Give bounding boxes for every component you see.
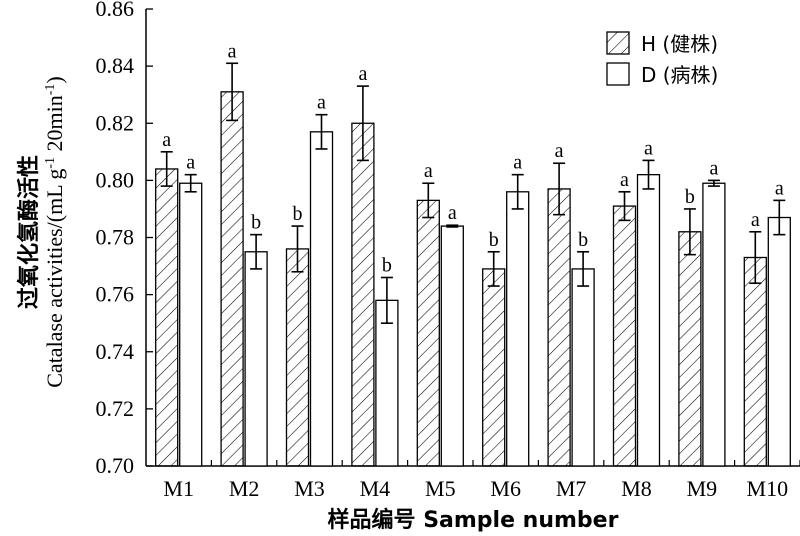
significance-label: a: [448, 202, 457, 224]
bar-d-m7: [571, 268, 595, 467]
significance-label: a: [513, 152, 522, 174]
bar-d-m5: [440, 225, 464, 467]
x-tick-label: M7: [556, 476, 587, 501]
bar-h-m4: [351, 122, 375, 467]
x-tick-label: M2: [229, 476, 260, 501]
bar-h-m5: [416, 199, 440, 467]
bar-d-m9: [702, 182, 726, 467]
x-tick-label: M1: [163, 476, 194, 501]
x-tick-label: M5: [425, 476, 456, 501]
y-tick-label: 0.82: [96, 110, 135, 135]
significance-label: a: [228, 40, 237, 62]
y-tick-label: 0.86: [96, 0, 135, 21]
bar-h-m2: [220, 91, 244, 467]
significance-label: b: [382, 254, 392, 276]
bar-d-m1: [179, 182, 203, 467]
x-tick-label: M8: [621, 476, 652, 501]
significance-label: b: [578, 229, 588, 251]
y-ticks: 0.70 0.72 0.74 0.76 0.78 0.80 0.82 0.84 0.86: [96, 0, 153, 478]
bar-d-m10: [767, 216, 791, 467]
x-tick-label: M4: [360, 476, 391, 501]
y-tick-label: 0.84: [96, 53, 135, 78]
x-ticks: M1 M2 M3 M4 M5 M6 M7 M8 M9 M10: [163, 460, 800, 501]
significance-label: a: [775, 177, 784, 199]
bar-d-m3: [309, 131, 334, 467]
significance-label: a: [186, 152, 195, 174]
significance-label: a: [620, 169, 629, 191]
bar-h-m8: [612, 205, 637, 467]
significance-label: b: [293, 203, 303, 225]
legend-label-h: H (健株): [641, 32, 718, 56]
bar-h-m9: [678, 231, 702, 467]
significance-label: b: [489, 229, 499, 251]
x-tick-label: M6: [490, 476, 521, 501]
y-tick-label: 0.80: [96, 167, 135, 192]
significance-label: a: [709, 157, 718, 179]
legend-swatch-d: [606, 62, 630, 86]
significance-label: a: [644, 137, 653, 159]
bar-h-m7: [547, 188, 571, 467]
x-tick-label: M3: [294, 476, 325, 501]
significance-label: a: [751, 209, 760, 231]
legend-label-d: D (病株): [641, 63, 718, 87]
legend: H (健株) D (病株): [606, 31, 718, 87]
y-axis-title: 过氧化氢酶活性: [16, 155, 42, 309]
bar-d-m6: [506, 191, 530, 467]
y-tick-label: 0.70: [96, 453, 135, 478]
x-axis-title: 样品编号 Sample number: [328, 507, 619, 533]
significance-label: a: [317, 92, 326, 114]
bar-d-m2: [244, 251, 268, 467]
y-tick-label: 0.78: [96, 225, 135, 250]
y-axis-subtitle: Catalase activities/(mL g-1 20min-1): [42, 76, 67, 388]
bar-h-m1: [155, 168, 179, 467]
y-tick-label: 0.72: [96, 396, 135, 421]
significance-label: a: [162, 129, 171, 151]
x-tick-label: M10: [747, 476, 789, 501]
significance-label: a: [358, 63, 367, 85]
bar-h-m10: [743, 256, 767, 467]
y-tick-label: 0.74: [96, 339, 135, 364]
y-tick-label: 0.76: [96, 282, 135, 307]
x-tick-label: M9: [687, 476, 718, 501]
significance-label: b: [685, 186, 695, 208]
significance-label: b: [251, 212, 261, 234]
significance-label: a: [555, 140, 564, 162]
bar-h-m6: [482, 268, 506, 467]
legend-swatch-h: [606, 31, 630, 55]
bar-h-m3: [285, 248, 310, 467]
significance-label: a: [424, 160, 433, 182]
bar-d-m8: [636, 174, 661, 467]
bar-d-m4: [375, 299, 399, 467]
